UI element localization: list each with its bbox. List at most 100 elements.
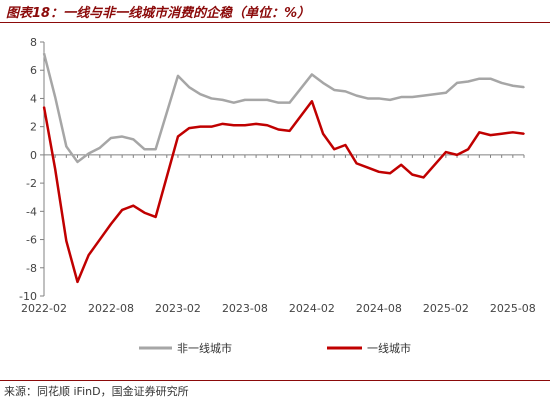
y-tick-label: 0 (30, 149, 37, 162)
data-point (221, 123, 224, 125)
data-point (489, 134, 492, 136)
data-point (456, 154, 458, 156)
series-line-tier1 (42, 100, 525, 284)
data-point (445, 151, 447, 153)
data-point (366, 97, 369, 100)
y-tick-label: -10 (19, 290, 37, 303)
data-point (322, 132, 324, 135)
data-point (378, 97, 380, 100)
data-point (277, 101, 280, 104)
data-point (277, 128, 280, 131)
data-point (143, 211, 146, 214)
data-point (411, 173, 414, 176)
data-point (177, 75, 179, 77)
data-point (99, 238, 101, 241)
y-tick-label: -2 (26, 177, 37, 190)
source-note: 来源：同花顺 iFinD，国金证券研究所 (4, 385, 189, 398)
y-tick-label: 4 (30, 92, 37, 105)
data-point (154, 216, 157, 218)
data-point (288, 130, 291, 132)
data-point (255, 123, 257, 125)
data-point (76, 161, 79, 163)
data-point (232, 101, 235, 104)
series-line-non-tier1 (42, 52, 525, 164)
x-tick-label: 2022-02 (21, 302, 67, 315)
x-tick-label: 2024-02 (289, 302, 335, 315)
data-point (132, 204, 135, 207)
y-tick-label: 8 (30, 36, 37, 49)
x-tick-label: 2023-08 (222, 302, 268, 315)
data-point (99, 147, 101, 149)
data-point (132, 138, 135, 141)
data-point (523, 132, 525, 135)
data-point (210, 125, 213, 128)
data-point (188, 127, 190, 129)
data-point (322, 82, 324, 84)
data-point (110, 137, 112, 139)
data-point (288, 101, 291, 104)
data-point (366, 166, 369, 169)
data-point (344, 144, 347, 146)
data-point (467, 148, 469, 151)
data-point (87, 254, 90, 256)
data-point (266, 99, 269, 101)
data-point (199, 125, 202, 128)
data-point (177, 135, 179, 138)
legend-label: 一线城市 (367, 341, 411, 355)
data-point (210, 97, 213, 100)
data-point (500, 82, 503, 84)
data-point (199, 93, 202, 96)
data-point (478, 77, 481, 80)
data-point (43, 106, 45, 108)
data-point (221, 99, 224, 101)
data-point (422, 94, 425, 97)
data-point (500, 132, 503, 135)
data-point (143, 148, 146, 151)
data-point (512, 84, 514, 87)
y-axis: 8 6 4 2 0 -2 -4 -6 -8 -10 (19, 36, 45, 303)
x-axis: 2022-02 2022-08 2023-02 2023-08 2024-02 2024-… (21, 154, 536, 315)
data-point (43, 52, 45, 55)
data-point (121, 135, 123, 138)
data-point (400, 163, 403, 166)
data-point (456, 82, 458, 84)
data-point (76, 281, 79, 283)
y-tick-label: 2 (30, 121, 37, 134)
data-point (110, 223, 112, 225)
data-point (344, 90, 347, 93)
data-point (422, 176, 425, 179)
data-point (389, 99, 391, 101)
data-point (266, 124, 269, 127)
data-point (467, 80, 469, 83)
data-point (400, 96, 403, 98)
legend-label: 非一线城市 (177, 341, 232, 355)
data-point (121, 209, 123, 211)
data-point (232, 124, 235, 127)
data-point (333, 148, 336, 151)
data-point (154, 148, 157, 151)
data-point (355, 94, 358, 97)
y-tick-label: -4 (26, 205, 37, 218)
x-tick-label: 2025-02 (423, 302, 469, 315)
data-point (378, 171, 380, 173)
y-tick-label: -6 (26, 234, 37, 247)
data-point (389, 172, 391, 175)
x-tick-label: 2025-08 (490, 302, 536, 315)
data-point (188, 86, 190, 88)
footer-divider (0, 380, 550, 381)
data-point (65, 145, 68, 148)
data-point (411, 96, 414, 98)
data-point (244, 99, 246, 101)
y-tick-label: -8 (26, 262, 37, 275)
chart-title: 图表18：一线与非一线城市消费的企稳（单位：%） (6, 6, 311, 21)
x-tick-label: 2023-02 (155, 302, 201, 315)
x-tick-label: 2022-08 (88, 302, 134, 315)
data-point (311, 73, 313, 76)
data-point (255, 99, 257, 101)
data-point (54, 96, 56, 98)
data-point (489, 77, 492, 80)
data-point (54, 168, 56, 170)
data-point (333, 89, 336, 91)
data-point (445, 92, 447, 94)
